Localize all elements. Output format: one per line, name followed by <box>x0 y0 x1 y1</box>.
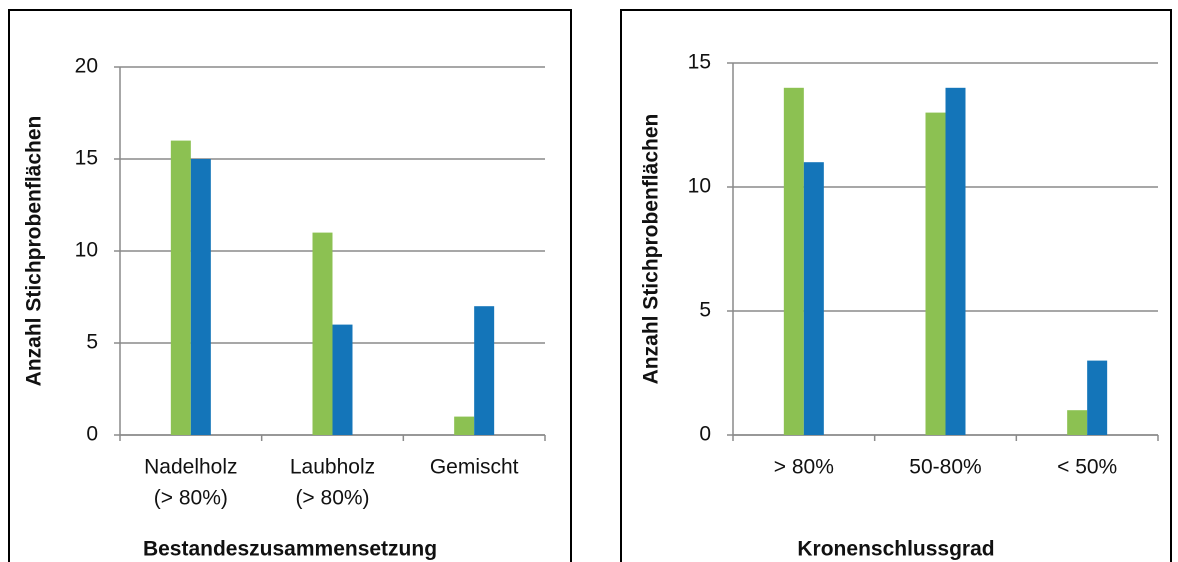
bar <box>312 232 333 435</box>
x-tick-label: Laubholz <box>290 456 375 479</box>
bar <box>803 162 824 435</box>
bar <box>1067 410 1088 435</box>
y-tick-label: 5 <box>699 299 711 322</box>
bar <box>1087 360 1108 435</box>
y-axis-label: Anzahl Stichprobenflächen <box>640 114 663 385</box>
bar <box>170 140 191 435</box>
y-tick-label: 15 <box>75 147 98 170</box>
x-tick-label: (> 80%) <box>154 487 228 510</box>
y-tick-label: 0 <box>699 423 711 446</box>
y-tick-label: 10 <box>688 175 711 198</box>
y-tick-label: 5 <box>86 331 98 354</box>
y-axis-label: Anzahl Stichprobenflächen <box>23 116 46 387</box>
panel-border <box>8 9 572 562</box>
bar <box>945 87 966 436</box>
panel-border <box>620 9 1172 562</box>
x-tick-label: Nadelholz <box>144 456 237 479</box>
x-tick-label: > 80% <box>774 456 834 479</box>
bar <box>474 306 495 435</box>
y-tick-label: 0 <box>86 423 98 446</box>
x-tick-label: Gemischt <box>430 456 519 479</box>
x-tick-label: < 50% <box>1057 456 1117 479</box>
bar <box>454 416 475 435</box>
x-axis-label: Bestandeszusammensetzung <box>143 538 437 561</box>
x-tick-label: 50-80% <box>909 456 981 479</box>
bar <box>783 87 804 436</box>
y-tick-label: 10 <box>75 239 98 262</box>
y-tick-label: 15 <box>688 51 711 74</box>
y-tick-label: 20 <box>75 55 98 78</box>
bar <box>190 159 211 435</box>
bar <box>332 324 353 435</box>
x-tick-label: (> 80%) <box>295 487 369 510</box>
bar <box>925 112 946 435</box>
x-axis-label: Kronenschlussgrad <box>797 538 994 561</box>
